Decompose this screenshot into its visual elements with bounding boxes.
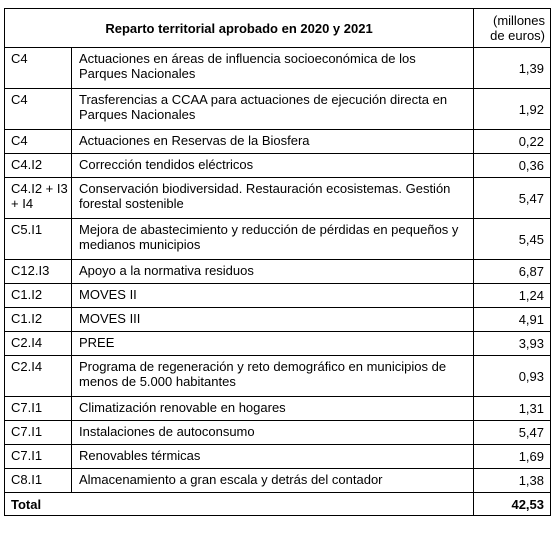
table-row: C4 Actuaciones en áreas de influencia soc… <box>4 47 552 89</box>
row-value: 1,39 <box>473 47 552 89</box>
table-row: C1.I2 MOVES III 4,91 <box>4 307 552 332</box>
row-code: C8.I1 <box>4 468 72 493</box>
row-value: 4,91 <box>473 307 552 332</box>
row-description: Corrección tendidos eléctricos <box>70 153 475 178</box>
total-label: Total <box>3 492 475 516</box>
total-row: Total 42,53 <box>3 492 552 516</box>
row-description: PREE <box>70 331 475 356</box>
table-row: C4.I2 Corrección tendidos eléctricos 0,36 <box>4 153 552 178</box>
row-description: Trasferencias a CCAA para actuaciones de… <box>70 88 475 130</box>
row-code: C7.I1 <box>4 396 72 421</box>
table-title: Reparto territorial aprobado en 2020 y 2… <box>3 8 475 48</box>
table-row: C4 Actuaciones en Reservas de la Biosfera… <box>4 129 552 154</box>
row-value: 6,87 <box>473 259 552 284</box>
row-value: 0,93 <box>473 355 552 397</box>
table-row: C2.I4 Programa de regeneración y reto dem… <box>4 355 552 397</box>
row-code: C4 <box>4 88 72 130</box>
row-description: MOVES II <box>70 283 475 308</box>
allocation-table: Reparto territorial aprobado en 2020 y 2… <box>3 8 552 516</box>
row-code: C4 <box>4 47 72 89</box>
row-description: Renovables térmicas <box>70 444 475 469</box>
row-description: Programa de regeneración y reto demográf… <box>70 355 475 397</box>
row-value: 0,22 <box>473 129 552 154</box>
row-code: C4.I2 <box>4 153 72 178</box>
row-code: C2.I4 <box>4 331 72 356</box>
row-code: C5.I1 <box>4 218 72 260</box>
table-row: C4 Trasferencias a CCAA para actuaciones … <box>4 88 552 130</box>
table-row: C1.I2 MOVES II 1,24 <box>4 283 552 308</box>
row-description: Almacenamiento a gran escala y detrás de… <box>70 468 475 493</box>
row-value: 1,38 <box>473 468 552 493</box>
row-value: 5,45 <box>473 218 552 260</box>
table-row: C4.I2 + I3 + I4 Conservación biodiversida… <box>4 177 552 219</box>
row-value: 1,92 <box>473 88 552 130</box>
row-description: Instalaciones de autoconsumo <box>70 420 475 445</box>
table-row: C7.I1 Instalaciones de autoconsumo 5,47 <box>4 420 552 445</box>
row-value: 1,31 <box>473 396 552 421</box>
table-row: C5.I1 Mejora de abastecimiento y reducció… <box>4 218 552 260</box>
row-description: Apoyo a la normativa residuos <box>70 259 475 284</box>
row-value: 1,24 <box>473 283 552 308</box>
row-code: C7.I1 <box>4 420 72 445</box>
row-code: C4.I2 + I3 + I4 <box>4 177 72 219</box>
row-description: Conservación biodiversidad. Restauración… <box>70 177 475 219</box>
table-header-row: Reparto territorial aprobado en 2020 y 2… <box>3 8 552 48</box>
row-code: C1.I2 <box>4 307 72 332</box>
row-value: 1,69 <box>473 444 552 469</box>
table-row: C7.I1 Climatización renovable en hogares 1… <box>4 396 552 421</box>
table-row: C12.I3 Apoyo a la normativa residuos 6,87 <box>4 259 552 284</box>
table-row: C7.I1 Renovables térmicas 1,69 <box>4 444 552 469</box>
row-description: Actuaciones en áreas de influencia socio… <box>70 47 475 89</box>
allocation-table-container: Reparto territorial aprobado en 2020 y 2… <box>3 8 552 516</box>
row-code: C4 <box>4 129 72 154</box>
row-description: MOVES III <box>70 307 475 332</box>
table-body: C4 Actuaciones en áreas de influencia soc… <box>4 47 552 493</box>
row-description: Actuaciones en Reservas de la Biosfera <box>70 129 475 154</box>
row-value: 0,36 <box>473 153 552 178</box>
row-description: Climatización renovable en hogares <box>70 396 475 421</box>
units-label: (millones de euros) <box>473 8 552 48</box>
row-code: C12.I3 <box>4 259 72 284</box>
row-code: C2.I4 <box>4 355 72 397</box>
row-code: C7.I1 <box>4 444 72 469</box>
row-code: C1.I2 <box>4 283 72 308</box>
total-value: 42,53 <box>473 492 552 516</box>
table-row: C8.I1 Almacenamiento a gran escala y detr… <box>4 468 552 493</box>
row-value: 3,93 <box>473 331 552 356</box>
row-description: Mejora de abastecimiento y reducción de … <box>70 218 475 260</box>
row-value: 5,47 <box>473 420 552 445</box>
row-value: 5,47 <box>473 177 552 219</box>
table-row: C2.I4 PREE 3,93 <box>4 331 552 356</box>
